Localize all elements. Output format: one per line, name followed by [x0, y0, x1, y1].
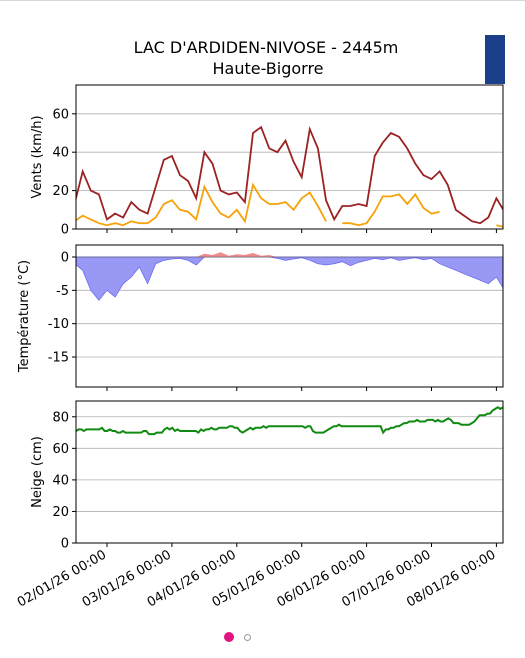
y-tick-label: 20 — [52, 505, 69, 520]
panel-3: 0 20 40 60 80 Neige (cm) — [30, 400, 504, 552]
panel-2: 0 -5 -10 -15 Température (°C) — [17, 244, 504, 391]
panel-1: 0 20 40 60 Vents (km/h) — [30, 84, 504, 238]
chart-title: LAC D'ARDIDEN-NIVOSE - 2445m — [134, 38, 399, 57]
plot-area — [76, 125, 503, 228]
y-tick-label: -5 — [56, 284, 69, 299]
y-axis-label: Vents (km/h) — [30, 115, 45, 198]
pager-dots — [224, 631, 251, 643]
y-axis-label: Neige (cm) — [30, 436, 45, 508]
temperature-negative-area — [76, 256, 503, 301]
y-tick-label: 60 — [52, 107, 69, 122]
chart-subtitle: Haute-Bigorre — [212, 59, 323, 78]
panels: 0 20 40 60 Vents (km/h) 0 -5 -10 -15 Température … — [15, 84, 504, 610]
panel-frame — [75, 244, 504, 388]
meteo-france-logo — [485, 35, 505, 84]
top-divider — [0, 0, 525, 1]
y-tick-label: 60 — [52, 442, 69, 457]
wind-mean-series — [76, 182, 503, 228]
pager-dot-1[interactable] — [224, 632, 234, 642]
y-axis-label: Température (°C) — [17, 260, 32, 373]
logo-background — [485, 35, 505, 84]
y-tick-label: -15 — [48, 351, 69, 366]
y-tick-label: 0 — [61, 223, 69, 238]
y-tick-label: 0 — [61, 251, 69, 266]
temperature-positive-area — [76, 252, 503, 257]
panel-frame — [75, 400, 504, 544]
wind-gust-series — [76, 125, 503, 225]
y-tick-label: 40 — [52, 146, 69, 161]
y-tick-label: 20 — [52, 184, 69, 199]
snow-depth-series — [76, 406, 503, 436]
plot-area — [76, 252, 503, 301]
plot-area — [76, 406, 503, 436]
pager-dot-2[interactable] — [244, 633, 251, 641]
y-tick-label: 80 — [52, 410, 69, 425]
panel-frame — [75, 84, 504, 230]
y-tick-label: 0 — [61, 537, 69, 552]
y-tick-label: 40 — [52, 473, 69, 488]
y-tick-label: -10 — [48, 317, 69, 332]
